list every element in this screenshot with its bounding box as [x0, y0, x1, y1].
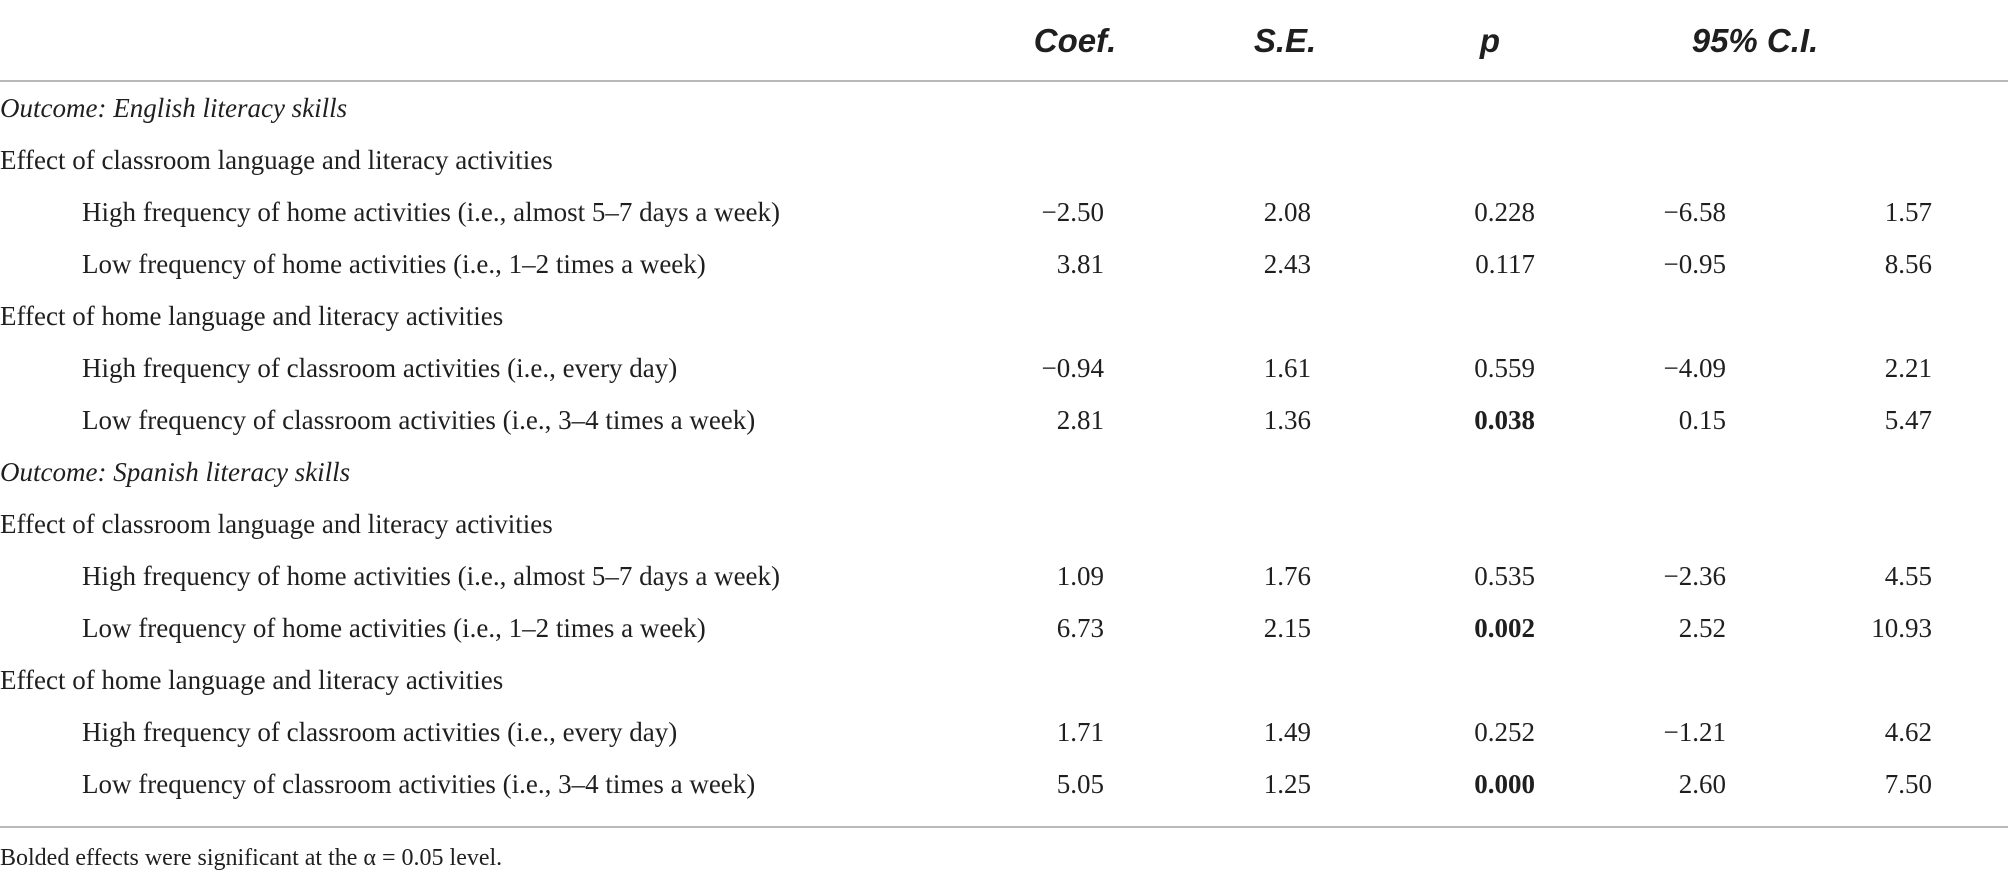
cell-p: 0.117 — [1475, 249, 1535, 279]
cell-coef: −0.94 — [1041, 353, 1104, 383]
row-label: Low frequency of classroom activities (i… — [82, 769, 756, 799]
section-row: Outcome: Spanish literacy skills — [0, 446, 2008, 498]
row-label: High frequency of home activities (i.e.,… — [82, 197, 781, 227]
cell-coef: 6.73 — [1056, 613, 1104, 643]
group-label: Effect of home language and literacy act… — [0, 665, 504, 695]
cell-ci-low: −2.36 — [1663, 561, 1726, 591]
cell-ci-low: −0.95 — [1663, 249, 1726, 279]
cell-se: 2.15 — [1263, 613, 1311, 643]
cell-p: 0.000 — [1474, 769, 1535, 799]
table-row: High frequency of classroom activities (… — [0, 706, 2008, 758]
table-row: Low frequency of classroom activities (i… — [0, 394, 2008, 446]
cell-se: 2.43 — [1263, 249, 1311, 279]
cell-coef: 3.81 — [1056, 249, 1104, 279]
group-row: Effect of classroom language and literac… — [0, 134, 2008, 186]
cell-ci-high: 1.57 — [1884, 197, 1932, 227]
cell-ci-high: 2.21 — [1884, 353, 1932, 383]
table-row: Low frequency of home activities (i.e., … — [0, 602, 2008, 654]
cell-ci-high: 8.56 — [1884, 249, 1932, 279]
cell-ci-low: −1.21 — [1663, 717, 1726, 747]
group-row: Effect of classroom language and literac… — [0, 498, 2008, 550]
table-row: Low frequency of classroom activities (i… — [0, 758, 2008, 810]
cell-ci-high: 4.55 — [1884, 561, 1932, 591]
bottom-rule — [0, 826, 2008, 828]
cell-coef: 1.71 — [1056, 717, 1104, 747]
group-row: Effect of home language and literacy act… — [0, 290, 2008, 342]
table-row: High frequency of home activities (i.e.,… — [0, 186, 2008, 238]
cell-p: 0.535 — [1474, 561, 1535, 591]
cell-ci-high: 4.62 — [1884, 717, 1932, 747]
header-ci: 95% C.I. — [1691, 22, 1819, 59]
cell-ci-low: 2.60 — [1678, 769, 1726, 799]
cell-p: 0.559 — [1474, 353, 1535, 383]
cell-ci-low: −4.09 — [1663, 353, 1726, 383]
section-label: Outcome: Spanish literacy skills — [0, 457, 351, 487]
header-p: p — [1479, 22, 1501, 59]
cell-p: 0.038 — [1474, 405, 1535, 435]
cell-ci-high: 10.93 — [1871, 613, 1932, 643]
cell-se: 1.36 — [1263, 405, 1311, 435]
section-row: Outcome: English literacy skills — [0, 82, 2008, 134]
row-label: Low frequency of home activities (i.e., … — [82, 249, 706, 279]
cell-se: 1.61 — [1263, 353, 1311, 383]
section-label: Outcome: English literacy skills — [0, 93, 348, 123]
row-label: High frequency of home activities (i.e.,… — [82, 561, 781, 591]
header-coef: Coef. — [1033, 22, 1117, 59]
row-label: High frequency of classroom activities (… — [82, 353, 678, 383]
group-label: Effect of classroom language and literac… — [0, 145, 553, 175]
group-label: Effect of home language and literacy act… — [0, 301, 504, 331]
cell-coef: 1.09 — [1056, 561, 1104, 591]
row-label: Low frequency of classroom activities (i… — [82, 405, 756, 435]
cell-se: 2.08 — [1263, 197, 1311, 227]
cell-ci-low: 0.15 — [1678, 405, 1726, 435]
cell-coef: −2.50 — [1041, 197, 1104, 227]
cell-coef: 2.81 — [1056, 405, 1104, 435]
group-label: Effect of classroom language and literac… — [0, 509, 553, 539]
group-row: Effect of home language and literacy act… — [0, 654, 2008, 706]
table-row: High frequency of home activities (i.e.,… — [0, 550, 2008, 602]
cell-coef: 5.05 — [1056, 769, 1104, 799]
cell-p: 0.252 — [1474, 717, 1535, 747]
row-label: Low frequency of home activities (i.e., … — [82, 613, 706, 643]
cell-p: 0.228 — [1474, 197, 1535, 227]
cell-ci-low: 2.52 — [1678, 613, 1726, 643]
cell-p: 0.002 — [1474, 613, 1535, 643]
table-row: High frequency of classroom activities (… — [0, 342, 2008, 394]
cell-se: 1.76 — [1263, 561, 1311, 591]
cell-se: 1.49 — [1263, 717, 1311, 747]
table-header: Coef. S.E. p 95% C.I. — [0, 0, 2008, 82]
table-footnote: Bolded effects were significant at the α… — [0, 845, 503, 871]
cell-se: 1.25 — [1263, 769, 1311, 799]
cell-ci-high: 5.47 — [1884, 405, 1932, 435]
table-row: Low frequency of home activities (i.e., … — [0, 238, 2008, 290]
cell-ci-low: −6.58 — [1663, 197, 1726, 227]
row-label: High frequency of classroom activities (… — [82, 717, 678, 747]
cell-ci-high: 7.50 — [1884, 769, 1932, 799]
header-se: S.E. — [1253, 22, 1317, 59]
